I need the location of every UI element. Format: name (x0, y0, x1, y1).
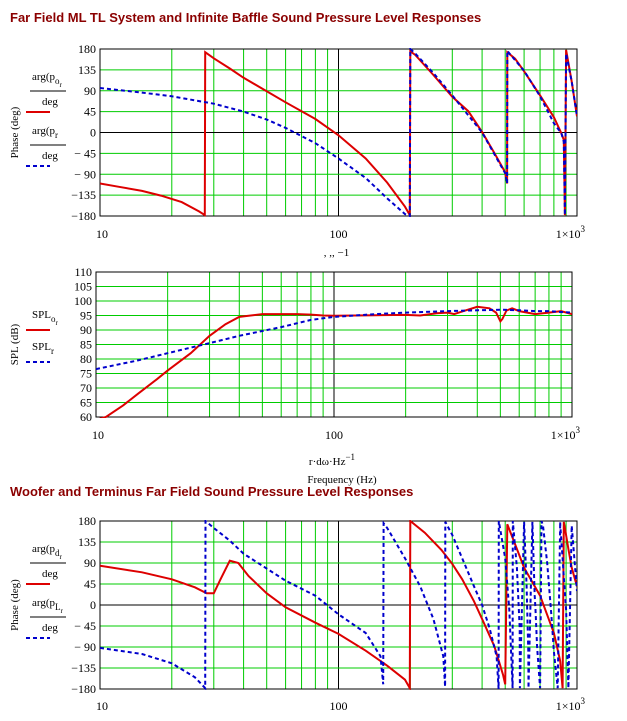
chart2-xtick-label: 1×103 (556, 696, 586, 713)
chart0-legend-subsubscript: r (60, 81, 63, 89)
chart2-ytick-label: 45 (84, 577, 96, 591)
chart0-ytick-label: 135 (78, 63, 96, 77)
chart0-ylabel: Phase (deg) (9, 106, 21, 158)
chart2-legend-label: arg(pdr (32, 543, 63, 561)
chart1-xtick-label: 1×103 (551, 425, 581, 442)
chart2-xtick-exponent: 3 (581, 696, 586, 706)
chart0-ytick-label: 0 (90, 126, 96, 140)
chart2-frame (99, 520, 578, 690)
chart1-legend-subscript: o (51, 314, 56, 324)
bottom-section-title: Woofer and Terminus Far Field Sound Pres… (10, 484, 414, 499)
chart2-legend-label: arg(pLr (32, 597, 64, 615)
chart1-grid (96, 271, 572, 418)
chart2-legend-denominator: deg (42, 568, 58, 580)
chart1-ytick-label: 70 (80, 381, 92, 395)
chart0-series-red-line (100, 49, 577, 217)
chart0-series-blue-dashed-line (100, 48, 577, 217)
chart2-ytick-label: −180 (71, 682, 96, 696)
chart0-xtick-label: 10 (96, 227, 108, 241)
chart2-ytick-label: 180 (78, 514, 96, 528)
chart1-series-red-line (98, 305, 572, 418)
chart2-legend-subsubscript: r (61, 607, 64, 615)
chart2-series-red-line (100, 520, 577, 690)
chart1-ytick-label: 85 (80, 338, 92, 352)
chart0-ytick-label: −135 (71, 188, 96, 202)
chart2-legend-subsubscript: r (60, 553, 63, 561)
top-section-title: Far Field ML TL System and Infinite Baff… (10, 10, 482, 25)
chart0-xlabel: , ,, −1 (324, 247, 349, 259)
chart0-xtick-label: 100 (330, 227, 348, 241)
chart1-ytick-label: 105 (74, 280, 92, 294)
chart0-ytick-label: 90 (84, 84, 96, 98)
chart0-ytick-label: −180 (71, 209, 96, 223)
chart0-legend-label: arg(pr (32, 125, 58, 140)
chart1-legend-subscript: r (51, 346, 54, 356)
chart0-ytick-label: 180 (78, 42, 96, 56)
chart2-legend-subscript: L (55, 602, 61, 612)
chart0-xtick-label: 1×103 (556, 224, 586, 241)
chart1-xtick-label: 100 (325, 428, 343, 442)
chart1-ytick-label: 95 (80, 309, 92, 323)
chart2-xtick-label: 10 (96, 699, 108, 713)
chart1-xlabel-exponent: −1 (345, 452, 355, 462)
chart1-ytick-label: 90 (80, 323, 92, 337)
chart2-legend: arg(pdr deg arg(pLr deg (26, 543, 66, 639)
chart1-xlabel-secondary: Frequency (Hz) (307, 474, 377, 486)
chart1-xtick-exponent: 3 (576, 425, 581, 435)
chart0-ytick-label: − 45 (74, 146, 96, 160)
chart0-legend-subscript: r (55, 130, 58, 140)
chart1-legend-label: SPLr (32, 341, 54, 356)
chart1-ytick-label: 75 (80, 367, 92, 381)
chart0-ytick-label: 45 (84, 105, 96, 119)
chart2-ytick-label: 0 (90, 598, 96, 612)
chart0-frame (99, 48, 578, 217)
chart1-ytick-label: 100 (74, 294, 92, 308)
chart2-ytick-label: 135 (78, 535, 96, 549)
chart1-frame (95, 271, 573, 418)
chart1-ytick-label: 80 (80, 352, 92, 366)
chart1-ytick-label: 110 (74, 265, 92, 279)
chart1-ytick-label: 65 (80, 396, 92, 410)
chart1-xtick-label: 10 (92, 428, 104, 442)
chart0-legend-denominator: deg (42, 150, 58, 162)
chart2-legend-subscript: d (55, 548, 60, 558)
chart2-ytick-label: − 90 (74, 640, 96, 654)
chart1-xlabel: r·dω·Hz−1 (309, 452, 355, 468)
chart2-series-blue-dashed-line (100, 520, 577, 690)
chart2-ylabel: Phase (deg) (9, 579, 21, 631)
chart0-legend-denominator: deg (42, 96, 58, 108)
chart0-legend-subscript: o (55, 76, 60, 86)
chart2-xtick-label: 100 (330, 699, 348, 713)
chart2-legend-denominator: deg (42, 622, 58, 634)
chart0-xtick-exponent: 3 (581, 224, 586, 234)
chart2-ytick-label: 90 (84, 556, 96, 570)
chart1-legend-subsubscript: r (55, 319, 58, 327)
chart1-ylabel: SPL (dB) (9, 323, 21, 365)
chart0-ytick-label: − 90 (74, 167, 96, 181)
chart2-ytick-label: −135 (71, 661, 96, 675)
chart2-ytick-label: − 45 (74, 619, 96, 633)
chart1-ytick-label: 60 (80, 410, 92, 424)
